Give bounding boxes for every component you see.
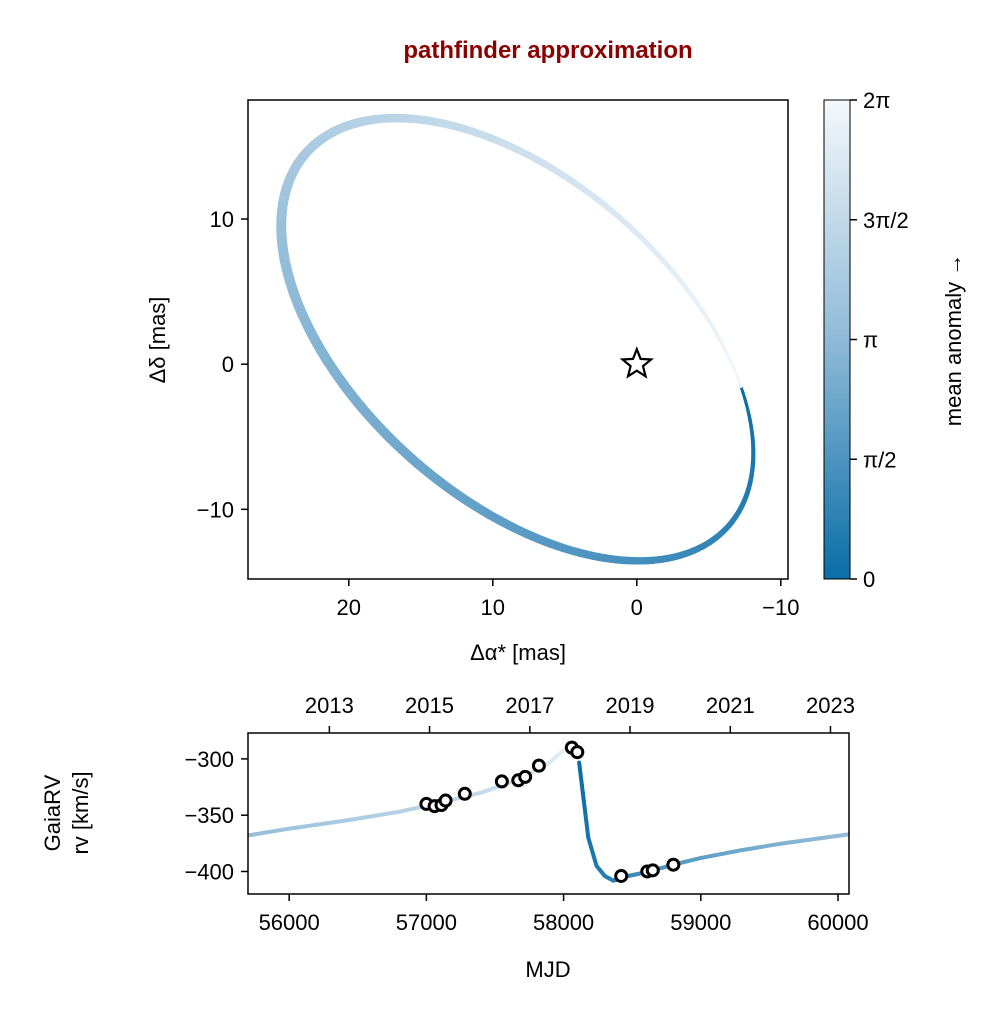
rv-x-ticks: 56000 57000 58000 59000 60000 [259,894,869,935]
mjd-tick-label: 58000 [533,910,594,935]
rv-data-point [614,868,629,883]
x-tick-label: 10 [481,595,505,620]
year-tick-label: 2023 [806,693,855,718]
colorbar-ticks: 0 π/2 π 3π/2 2π [850,88,909,592]
rv-y-label: GaiaRV rv [km/s] [40,771,93,854]
astrometry-y-ticks: 10 0 −10 [197,207,248,522]
rv-y-tick-label: −400 [184,859,234,884]
x-tick-label: 20 [337,595,361,620]
rv-model-curve [248,742,849,883]
mjd-tick-label: 57000 [396,910,457,935]
mjd-tick-label: 59000 [670,910,731,935]
rv-x-label: MJD [525,957,570,982]
rv-y-tick-label: −350 [184,803,234,828]
rv-data-point [457,786,472,801]
colorbar: 0 π/2 π 3π/2 2π mean anomaly → [823,88,966,592]
rv-observations [419,740,681,883]
year-tick-label: 2021 [706,693,755,718]
rv-y-ticks: −300 −350 −400 [184,747,248,884]
colorbar-gradient [823,99,851,580]
mjd-tick-label: 56000 [259,910,320,935]
orbit-track [276,113,756,565]
x-tick-label: −10 [762,595,799,620]
y-tick-label: −10 [197,497,234,522]
rv-plot-frame [247,732,850,895]
chart-title: pathfinder approximation [403,37,692,64]
orbit-segment [737,379,743,388]
y-tick-label: 10 [210,207,234,232]
colorbar-tick-label: 2π [863,88,890,113]
rv-data-point [494,774,509,789]
year-tick-label: 2017 [505,693,554,718]
mjd-tick-label: 60000 [807,910,868,935]
rv-panel: 56000 57000 58000 59000 60000 2013 2015 2017 20… [40,693,869,982]
colorbar-label: mean anomaly → [941,254,966,426]
rv-data-point [570,745,585,760]
x-tick-label: 0 [631,595,643,620]
astrometry-x-ticks: 20 10 0 −10 [337,579,799,620]
rv-y-label-line: rv [km/s] [68,771,93,854]
rv-year-ticks: 2013 2015 2017 2019 2021 2023 [305,693,855,733]
year-tick-label: 2015 [405,693,454,718]
rv-y-tick-label: −300 [184,747,234,772]
rv-data-point [666,857,681,872]
rv-y-label-line: GaiaRV [40,774,65,851]
colorbar-tick-label: 0 [863,567,875,592]
rv-data-point [518,769,533,784]
y-tick-label: 0 [222,352,234,377]
year-tick-label: 2013 [305,693,354,718]
astrometry-y-label: Δδ [mas] [145,297,170,384]
rv-data-point [531,758,546,773]
astrometry-x-label: Δα* [mas] [470,640,566,665]
primary-star-marker [619,346,654,379]
colorbar-tick-label: π/2 [863,447,897,472]
rv-data-point [438,793,453,808]
astrometry-plot-frame [247,99,789,580]
star-icon [619,346,654,379]
astrometry-panel: 20 10 0 −10 10 0 −10 Δα* [mas] Δδ [mas] [145,99,799,665]
year-tick-label: 2019 [606,693,655,718]
rv-data-point [645,863,660,878]
colorbar-tick-label: π [863,328,878,353]
colorbar-tick-label: 3π/2 [863,208,909,233]
